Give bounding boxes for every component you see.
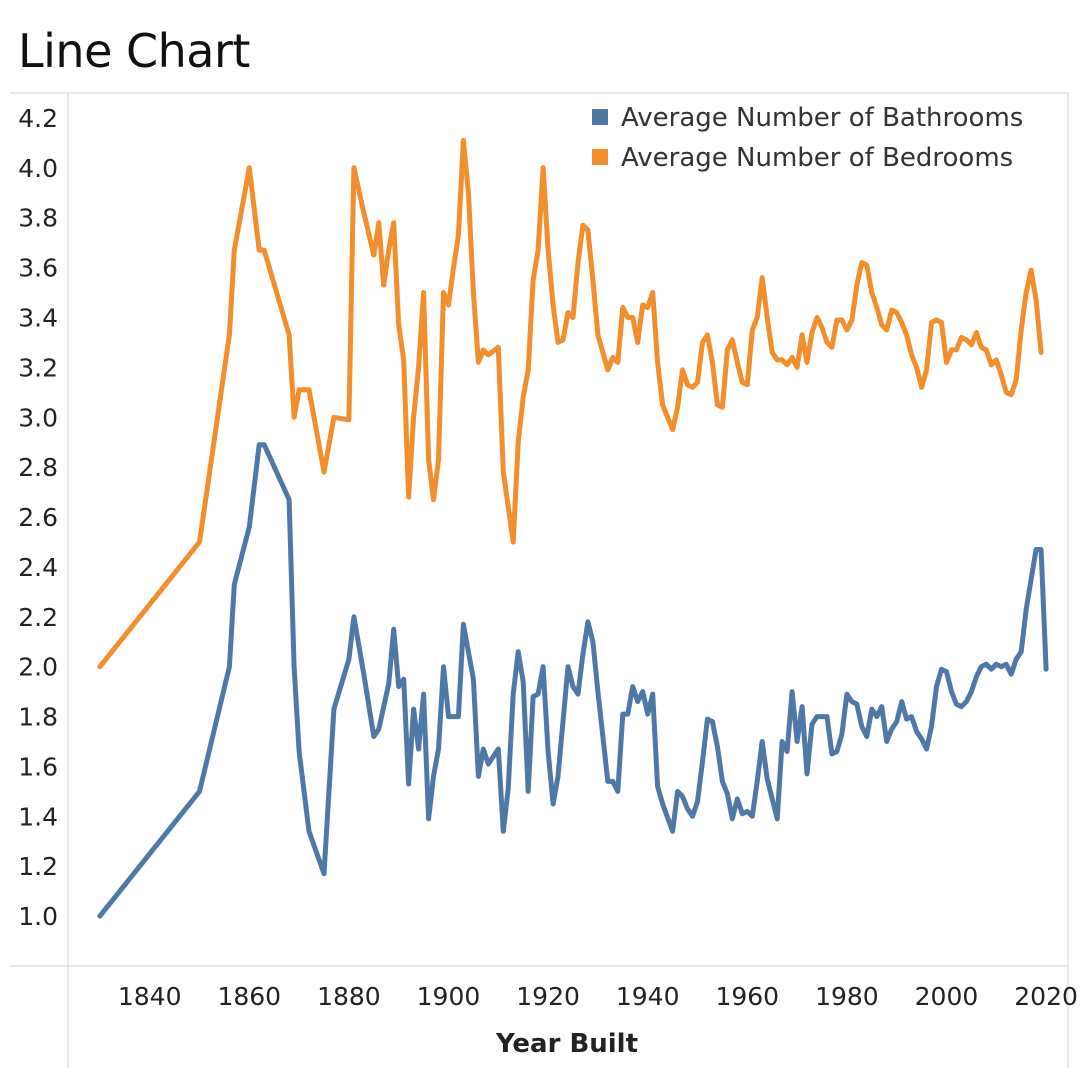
- x-tick-label: 1880: [317, 982, 381, 1011]
- y-tick-label: 2.6: [18, 503, 58, 532]
- y-tick-label: 1.4: [18, 802, 58, 831]
- y-tick-label: 3.6: [18, 254, 58, 283]
- legend-label: Average Number of Bathrooms: [621, 103, 1023, 133]
- legend: Average Number of Bathrooms Average Numbe…: [592, 103, 1023, 173]
- x-tick-label: 1900: [417, 982, 481, 1011]
- legend-swatch: [592, 109, 608, 125]
- y-tick-label: 3.2: [18, 353, 58, 382]
- x-axis-ticks: 1840 1860 1880 1900 1920 1940 1960 1980 2000 2020: [118, 982, 1078, 1011]
- series-lines: [97, 137, 1049, 919]
- chart-title: Line Chart: [18, 24, 250, 78]
- x-tick-label: 1940: [616, 982, 680, 1011]
- y-tick-label: 3.8: [18, 204, 58, 233]
- y-tick-label: 1.2: [18, 852, 58, 881]
- legend-swatch: [592, 149, 608, 165]
- y-tick-label: 2.0: [18, 653, 58, 682]
- y-tick-label: 4.0: [18, 154, 58, 183]
- series-line-bedrooms: [97, 137, 1044, 670]
- y-tick-label: 1.0: [18, 902, 58, 931]
- x-axis-label: Year Built: [495, 1029, 638, 1059]
- x-tick-label: 1960: [715, 982, 779, 1011]
- x-tick-label: 1920: [516, 982, 580, 1011]
- y-tick-label: 2.4: [18, 553, 58, 582]
- x-tick-label: 2000: [915, 982, 979, 1011]
- legend-label: Average Number of Bedrooms: [621, 143, 1013, 173]
- y-tick-label: 1.8: [18, 703, 58, 732]
- x-tick-label: 1840: [118, 982, 182, 1011]
- y-axis-ticks: 1.0 1.2 1.4 1.6 1.8 2.0 2.2 2.4 2.6 2.8 3.0 3.2 3.4 3…: [18, 104, 58, 931]
- series-line-bathrooms: [97, 442, 1049, 919]
- y-tick-label: 4.2: [18, 104, 58, 133]
- y-tick-label: 1.6: [18, 752, 58, 781]
- x-tick-label: 1980: [815, 982, 879, 1011]
- x-tick-label: 1860: [217, 982, 281, 1011]
- y-tick-label: 2.8: [18, 453, 58, 482]
- y-tick-label: 3.0: [18, 403, 58, 432]
- x-tick-label: 2020: [1014, 982, 1078, 1011]
- y-tick-label: 3.4: [18, 303, 58, 332]
- y-tick-label: 2.2: [18, 603, 58, 632]
